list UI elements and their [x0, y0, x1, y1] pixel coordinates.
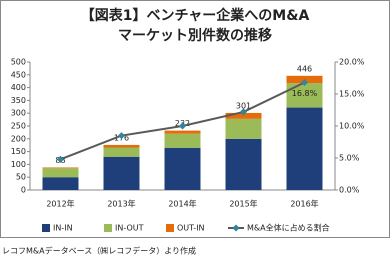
bar-segment: [225, 112, 262, 119]
y-tick-label: 100: [11, 160, 26, 169]
x-tick-label: 2013年: [107, 199, 135, 209]
legend-label: IN-OUT: [115, 224, 144, 233]
bar-segment: [42, 168, 79, 178]
legend-label: IN-IN: [53, 224, 73, 233]
y-tick-label: 500: [11, 58, 26, 67]
bar-segment: [164, 130, 201, 134]
legend-label: OUT-IN: [177, 224, 205, 233]
x-tick-label: 2012年: [46, 199, 74, 209]
x-tick-label: 2015年: [229, 199, 257, 209]
y2-tick-label: 15.0%: [339, 90, 365, 99]
bar-segment: [164, 133, 201, 148]
bar-segment: [42, 167, 79, 169]
line-marker: [239, 108, 248, 116]
bar-segment: [225, 118, 262, 139]
source-note: レコフM&Aデータベース（㈱レコフデータ）より作成: [2, 246, 196, 256]
y-tick-label: 300: [11, 109, 26, 118]
x-tick-label: 2016年: [290, 199, 318, 209]
y-tick-label: 400: [11, 83, 26, 92]
y-tick-label: 250: [11, 122, 26, 131]
y2-tick-label: 20.0%: [339, 58, 365, 67]
bar-segment: [103, 147, 140, 157]
legend-marker: [232, 224, 240, 232]
legend-swatch: [42, 224, 50, 232]
y-tick-label: 150: [11, 147, 26, 156]
bar-segment: [225, 138, 262, 190]
bar-segment: [103, 144, 140, 148]
value-label: 16.8%: [292, 89, 318, 98]
y2-tick-label: 5.0%: [339, 154, 360, 163]
x-tick-label: 2014年: [168, 199, 196, 209]
legend-swatch: [166, 224, 174, 232]
y-tick-label: 50: [16, 173, 26, 182]
y2-tick-label: 0.0%: [339, 186, 360, 195]
y-tick-label: 450: [11, 70, 26, 79]
chart-frame: [0, 0, 390, 238]
line-marker: [178, 122, 187, 130]
line-marker: [300, 78, 309, 87]
chart-title: マーケット別件数の推移: [118, 27, 272, 44]
bar-segment: [164, 147, 201, 190]
y-tick-label: 0: [21, 186, 26, 195]
line-marker: [56, 155, 65, 163]
y-tick-label: 350: [11, 96, 26, 105]
total-label: 446: [297, 64, 312, 73]
bar-segment: [103, 156, 140, 190]
y2-tick-label: 10.0%: [339, 122, 365, 131]
legend-label: M&A全体に占める割合: [247, 223, 330, 233]
bar-segment: [286, 107, 323, 190]
total-label: 301: [236, 101, 251, 110]
y-tick-label: 200: [11, 134, 26, 143]
chart-title: 【図表1】ベンチャー企業へのM&A: [81, 7, 310, 24]
line-marker: [117, 132, 126, 140]
legend-swatch: [104, 224, 112, 232]
bar-segment: [42, 177, 79, 190]
